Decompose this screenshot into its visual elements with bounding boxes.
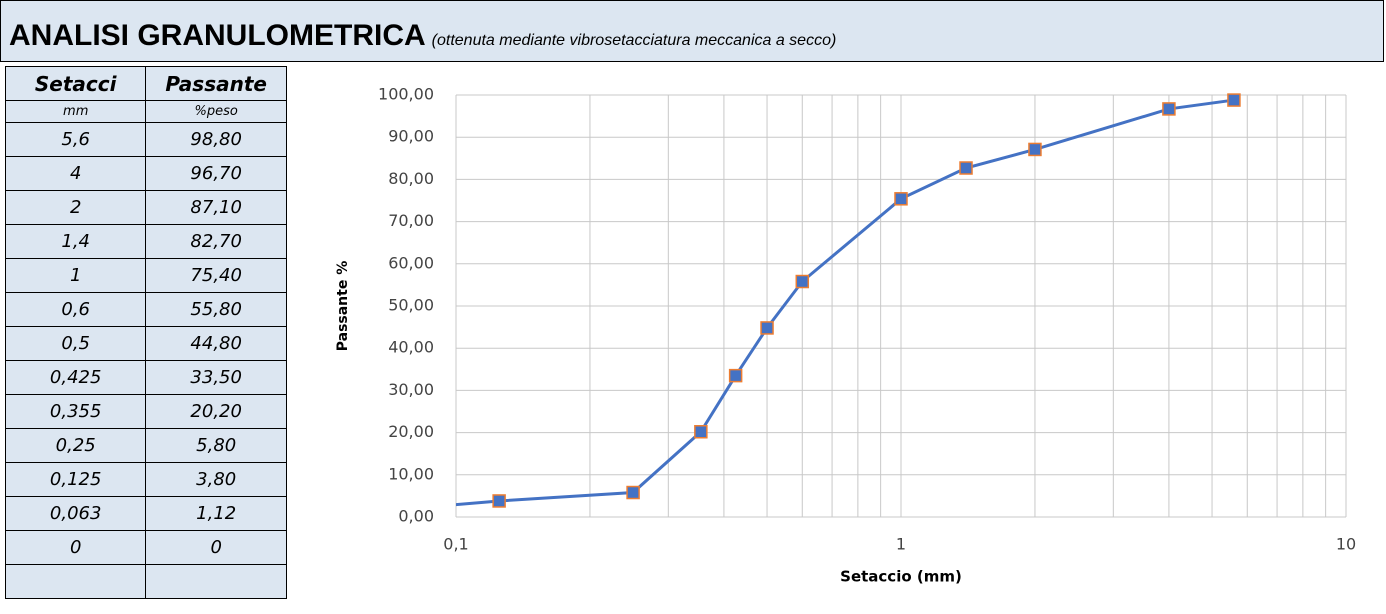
- subtitle: (ottenuta mediante vibrosetacciatura mec…: [431, 32, 837, 49]
- table-cell: 5,6: [4, 122, 147, 157]
- sieve-table: Setacci Passante mm %peso 5,6 98,80 4 96,70 2 87,…: [4, 66, 287, 599]
- table-cell: 33,50: [145, 360, 287, 395]
- title-text: ANALISI GRANULOMETRICA: [9, 19, 426, 52]
- table-cell: Setacci: [4, 66, 147, 101]
- table-cell: mm: [4, 100, 147, 123]
- table-cell: 2: [4, 190, 147, 225]
- y-tick-label: 90,00: [388, 127, 434, 146]
- table-row: 4 96,70: [4, 156, 287, 191]
- x-tick-label: 10: [1336, 535, 1356, 554]
- table-row: Setacci Passante: [4, 66, 287, 101]
- table-cell: 55,80: [145, 292, 287, 327]
- table-cell: [145, 564, 287, 599]
- table-cell: %peso: [145, 100, 287, 123]
- table-row: mm %peso: [4, 100, 287, 123]
- x-tick-label: 0,1: [443, 535, 468, 554]
- marker: [1028, 142, 1042, 157]
- table-row: 2 87,10: [4, 190, 287, 225]
- marker: [795, 274, 810, 289]
- marker: [760, 321, 774, 335]
- table-cell: 87,10: [145, 190, 287, 225]
- y-tick-label: 30,00: [388, 380, 434, 399]
- y-tick-label: 50,00: [388, 296, 434, 315]
- header: ANALISI GRANULOMETRICA (ottenuta mediante…: [0, 0, 1384, 62]
- table-cell: 0,5: [4, 326, 147, 361]
- table-row: 0,125 3,80: [4, 462, 287, 497]
- table-row: [4, 564, 287, 599]
- table-cell: 1: [4, 258, 147, 293]
- marker: [492, 494, 506, 508]
- table-cell: 0: [4, 530, 147, 565]
- y-tick-label: 100,00: [378, 85, 434, 104]
- marker: [728, 368, 743, 383]
- marker: [1227, 93, 1241, 107]
- table-row: 0,6 55,80: [4, 292, 287, 327]
- table-cell: 20,20: [145, 394, 287, 429]
- table-cell: 1,12: [145, 496, 287, 531]
- table-cell: 96,70: [145, 156, 287, 191]
- title: ANALISI GRANULOMETRICA (ottenuta mediante…: [9, 19, 836, 53]
- table-cell: 3,80: [145, 462, 287, 497]
- plot-area: [361, 93, 1241, 518]
- table-cell: 0,25: [4, 428, 147, 463]
- table-cell: Passante: [145, 66, 287, 101]
- table-cell: 0,125: [4, 462, 147, 497]
- table-cell: 0,063: [4, 496, 147, 531]
- table-row: 5,6 98,80: [4, 122, 287, 157]
- x-axis-label: Setaccio (mm): [840, 568, 962, 586]
- y-tick-label: 60,00: [388, 253, 434, 272]
- y-tick-label: 10,00: [388, 464, 434, 483]
- marker: [694, 425, 708, 439]
- marker: [894, 192, 908, 206]
- table-cell: 0,425: [4, 360, 147, 395]
- table-cell: 44,80: [145, 326, 287, 361]
- table-cell: 0: [145, 530, 287, 565]
- table-row: 1,4 82,70: [4, 224, 287, 259]
- table-row: 0,425 33,50: [4, 360, 287, 395]
- y-tick-label: 20,00: [388, 422, 434, 441]
- table-cell: 0,6: [4, 292, 147, 327]
- y-tick-label: 0,00: [398, 507, 434, 526]
- series-line: [456, 98, 1235, 507]
- y-tick-label: 70,00: [388, 211, 434, 230]
- table-cell: [4, 564, 147, 599]
- table-cell: 98,80: [145, 122, 287, 157]
- table-cell: 1,4: [4, 224, 147, 259]
- marker: [626, 485, 640, 500]
- table-row: 0,5 44,80: [4, 326, 287, 361]
- marker: [1162, 102, 1176, 116]
- table-row: 0,063 1,12: [4, 496, 287, 531]
- marker: [361, 506, 373, 518]
- table-row: 0,355 20,20: [4, 394, 287, 429]
- marker: [959, 161, 973, 175]
- y-tick-label: 80,00: [388, 169, 434, 188]
- y-axis-label: Passante %: [335, 261, 351, 352]
- y-tick-label: 40,00: [388, 338, 434, 357]
- x-tick-label: 1: [896, 535, 906, 554]
- table-cell: 0,355: [4, 394, 147, 429]
- table-cell: 82,70: [145, 224, 287, 259]
